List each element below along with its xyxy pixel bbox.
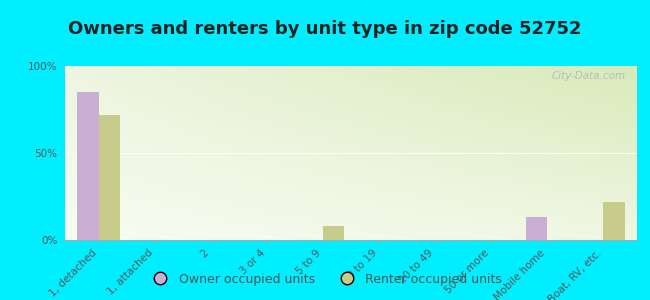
Text: Owners and renters by unit type in zip code 52752: Owners and renters by unit type in zip c… [68, 20, 582, 38]
Bar [526, 218, 547, 240]
Bar [323, 226, 345, 240]
Bar [603, 202, 625, 240]
Bar [77, 92, 99, 240]
Legend: Owner occupied units, Renter occupied units: Owner occupied units, Renter occupied un… [143, 268, 507, 291]
Bar [99, 115, 120, 240]
Text: City-Data.com: City-Data.com [551, 71, 625, 81]
